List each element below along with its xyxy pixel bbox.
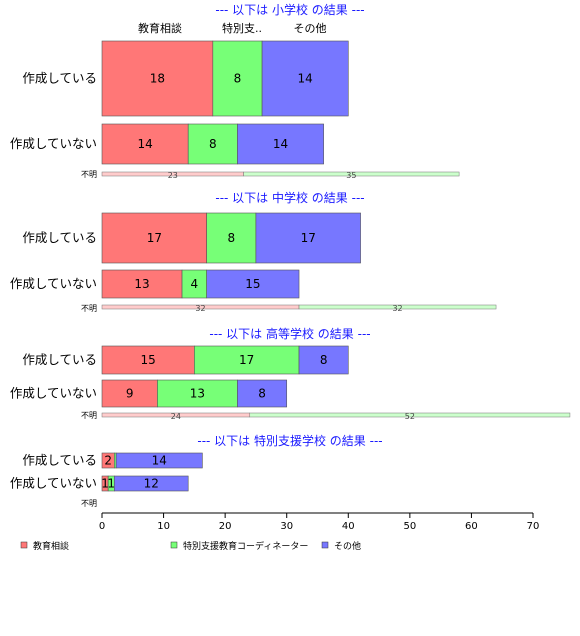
legend-swatch <box>321 541 329 549</box>
legend-swatch <box>170 541 178 549</box>
bar-segment <box>206 269 300 299</box>
bar-segment <box>206 212 257 264</box>
category-label: 作成している <box>22 230 97 245</box>
x-tick-label: 70 <box>527 521 540 532</box>
x-tick-label: 20 <box>219 521 232 532</box>
data-label: 8 <box>258 387 266 401</box>
category-label: 作成していない <box>10 276 97 291</box>
legend-label: 特別支援教育コーディネーター <box>183 540 308 552</box>
bar-segment <box>101 345 195 375</box>
data-label: 8 <box>320 353 328 367</box>
unknown-segment <box>243 171 460 177</box>
data-label: 13 <box>134 277 149 291</box>
bar-segment <box>194 345 300 375</box>
category-label: 作成している <box>22 352 97 367</box>
bar-segment <box>187 123 238 165</box>
section-title: --- 以下は 高等学校 の結果 --- <box>209 326 370 341</box>
category-label: 作成していない <box>10 476 97 491</box>
x-tick-label: 50 <box>403 521 416 532</box>
data-label: 13 <box>190 387 205 401</box>
data-label: 14 <box>273 137 288 151</box>
bar-segment <box>237 379 288 408</box>
unknown-data-label: 24 <box>171 412 181 421</box>
data-label: 15 <box>245 277 260 291</box>
unknown-segment <box>298 304 497 310</box>
unknown-data-label: 32 <box>195 304 205 313</box>
data-label: 17 <box>301 231 316 245</box>
category-label: 作成していない <box>10 136 97 151</box>
section-title: --- 以下は 中学校 の結果 --- <box>215 190 364 205</box>
section-title: --- 以下は 特別支援学校 の結果 --- <box>197 433 382 448</box>
bar-segment <box>157 379 238 408</box>
bar-segment <box>261 40 349 117</box>
data-label: 18 <box>150 72 165 86</box>
unknown-data-label: 52 <box>405 412 415 421</box>
column-header: 特別支.. <box>222 21 262 35</box>
x-tick-label: 30 <box>280 521 293 532</box>
data-label: 2 <box>104 454 112 468</box>
unknown-label: 不明 <box>81 499 97 508</box>
unknown-label: 不明 <box>81 170 97 179</box>
data-label: 9 <box>126 387 134 401</box>
bar-segment <box>115 452 203 469</box>
unknown-data-label: 32 <box>392 304 402 313</box>
bar-segment <box>101 379 158 408</box>
legend-label: 教育相談 <box>33 540 69 552</box>
x-tick-label: 40 <box>342 521 355 532</box>
legend-swatch <box>20 541 28 549</box>
data-label: 8 <box>234 72 242 86</box>
x-tick-label: 0 <box>99 521 105 532</box>
x-tick-label: 10 <box>157 521 170 532</box>
x-tick-label: 60 <box>465 521 478 532</box>
bar-segment <box>298 345 349 375</box>
data-label: 17 <box>239 353 254 367</box>
section-title: --- 以下は 小学校 の結果 --- <box>215 2 364 17</box>
unknown-data-label: 35 <box>346 171 356 180</box>
data-label: 14 <box>152 454 167 468</box>
category-label: 作成している <box>22 453 97 468</box>
bar-segment <box>237 123 324 165</box>
data-label: 1 <box>101 477 109 491</box>
unknown-label: 不明 <box>81 304 97 313</box>
bar-segment <box>255 212 361 264</box>
bar-segment <box>181 269 207 299</box>
column-header: その他 <box>294 22 327 35</box>
unknown-data-label: 23 <box>168 171 178 180</box>
data-label: 15 <box>141 353 156 367</box>
category-label: 作成していない <box>10 386 97 401</box>
bar-segment <box>101 212 207 264</box>
data-label: 12 <box>144 477 159 491</box>
data-label: 17 <box>147 231 162 245</box>
column-header: 教育相談 <box>138 21 182 35</box>
bar-segment <box>101 123 189 165</box>
data-label: 1 <box>107 477 115 491</box>
data-label: 14 <box>298 72 313 86</box>
data-label: 8 <box>209 137 217 151</box>
category-label: 作成している <box>22 71 97 86</box>
legend-label: その他 <box>334 540 361 552</box>
unknown-segment <box>249 412 571 418</box>
bar-segment <box>114 475 189 492</box>
unknown-label: 不明 <box>81 411 97 420</box>
bar-segment <box>101 40 214 117</box>
bar-segment <box>212 40 263 117</box>
data-label: 8 <box>227 231 235 245</box>
data-label: 4 <box>191 277 199 291</box>
data-label: 14 <box>137 137 152 151</box>
